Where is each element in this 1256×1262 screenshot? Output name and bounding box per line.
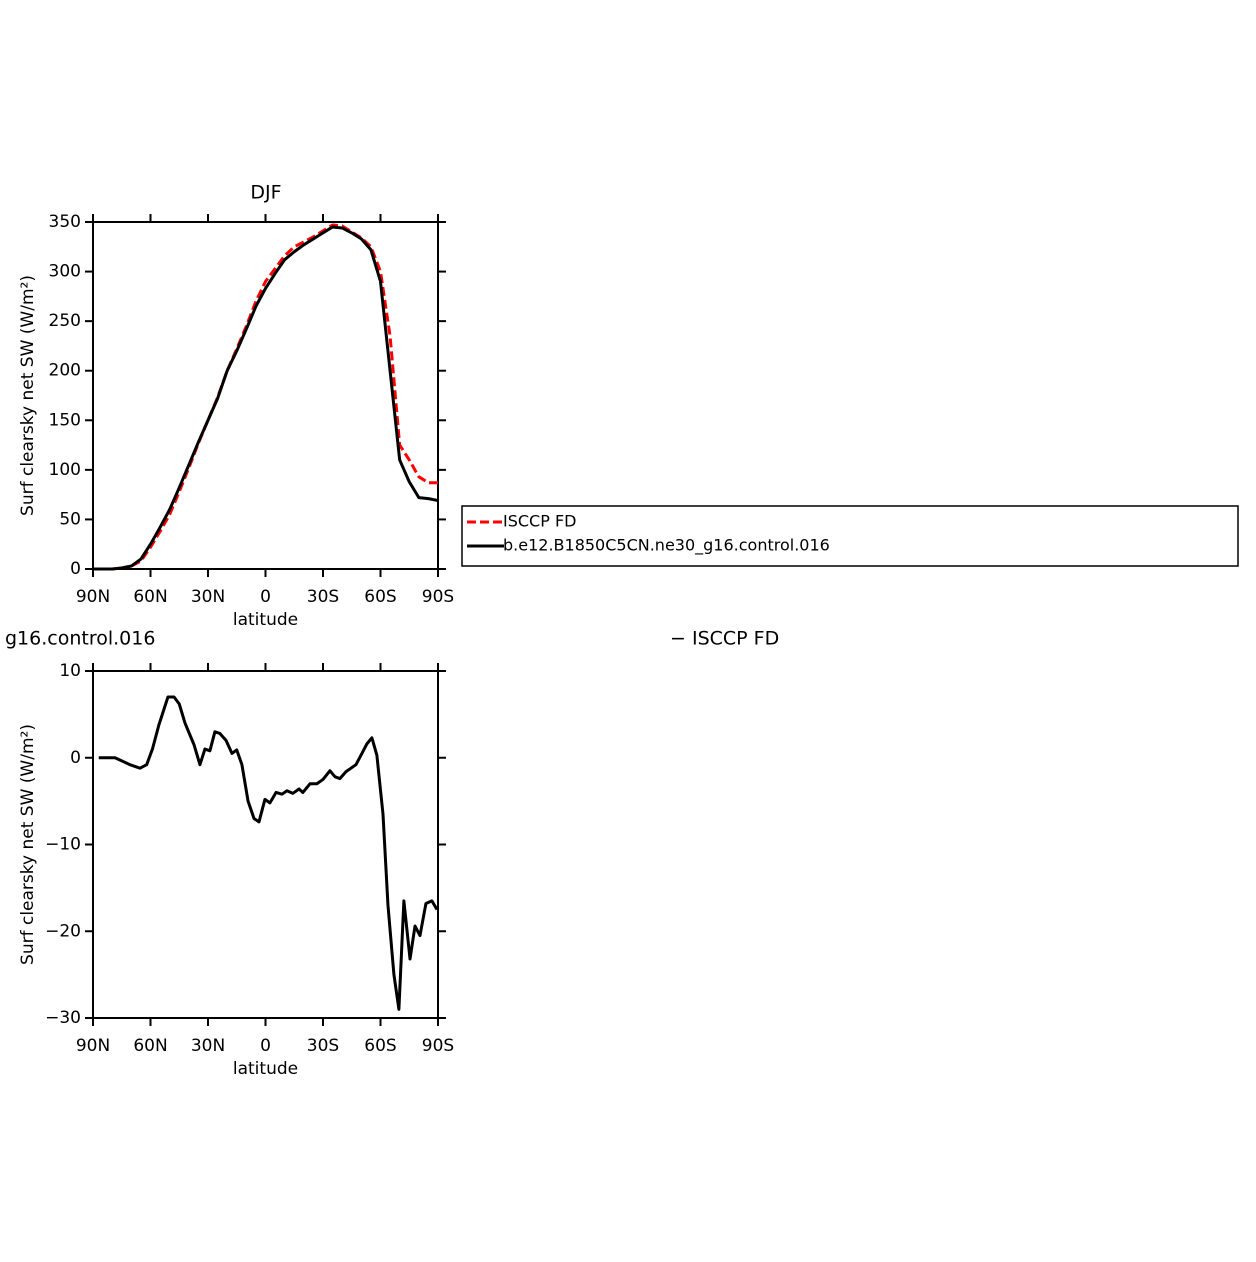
x-tick-label: 0 (260, 1036, 271, 1056)
x-tick-label: 0 (260, 587, 271, 607)
y-tick-label: 300 (49, 262, 81, 282)
x-tick-label: 30N (191, 1036, 225, 1056)
chart-title: DJF (250, 182, 281, 204)
y-tick-label: 150 (49, 410, 81, 430)
y-tick-label: 250 (49, 311, 81, 331)
legend-label: b.e12.B1850C5CN.ne30_g16.control.016 (503, 536, 830, 556)
x-tick-label: 60S (364, 1036, 396, 1056)
x-axis-label: latitude (233, 610, 298, 630)
y-tick-label: −20 (45, 921, 81, 941)
y-tick-label: 0 (70, 748, 81, 768)
chart-title: g16.control.016 (5, 628, 155, 650)
y-tick-label: 200 (49, 361, 81, 381)
x-tick-label: 30S (307, 1036, 339, 1056)
data-line (93, 225, 439, 571)
plot-frame (92, 670, 439, 1019)
y-tick-label: 100 (49, 460, 81, 480)
x-tick-label: 60N (133, 1036, 167, 1056)
x-tick-label: 90S (422, 1036, 454, 1056)
chart-subtitle: − ISCCP FD (670, 628, 779, 650)
x-tick-label: 30N (191, 587, 225, 607)
plot-frame (92, 221, 439, 570)
x-tick-label: 60N (133, 587, 167, 607)
x-tick-label: 90N (76, 587, 110, 607)
x-tick-label: 90N (76, 1036, 110, 1056)
x-axis-label: latitude (233, 1059, 298, 1079)
x-tick-label: 90S (422, 587, 454, 607)
y-tick-label: 0 (70, 559, 81, 579)
x-tick-label: 30S (307, 587, 339, 607)
legend-label: ISCCP FD (503, 512, 576, 531)
y-tick-label: 50 (59, 509, 81, 529)
y-axis-label: Surf clearsky net SW (W/m²) (18, 724, 38, 965)
legend-box (461, 505, 1239, 567)
y-tick-label: −30 (45, 1008, 81, 1028)
y-tick-label: 350 (49, 212, 81, 232)
y-tick-label: −10 (45, 835, 81, 855)
data-line (98, 695, 439, 1011)
y-axis-label: Surf clearsky net SW (W/m²) (18, 275, 38, 516)
y-tick-label: 10 (59, 661, 81, 681)
data-line (93, 223, 438, 571)
x-tick-label: 60S (364, 587, 396, 607)
